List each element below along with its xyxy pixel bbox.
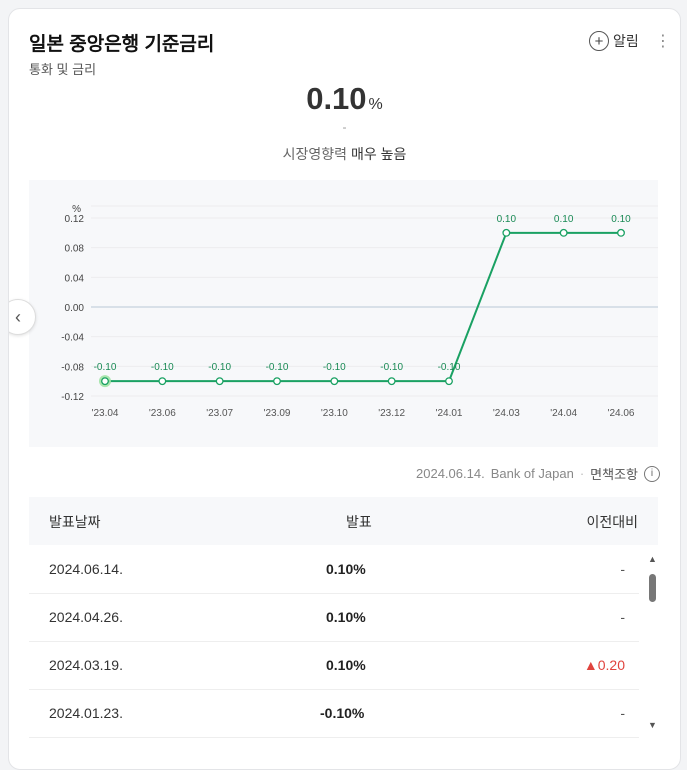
impact-level: 매우 높음	[350, 146, 407, 162]
data-point	[158, 377, 167, 386]
y-axis-label: %	[72, 204, 81, 215]
scroll-thumb[interactable]	[649, 574, 656, 602]
x-tick-label: '23.07	[206, 408, 233, 419]
col-date: 발표날짜	[49, 514, 101, 530]
y-tick-label: -0.08	[61, 362, 84, 373]
table-header: 발표날짜 발표 이전대비	[29, 497, 658, 545]
data-point	[387, 377, 396, 386]
row-value: 0.10%	[326, 561, 366, 577]
col-change: 이전대비	[586, 514, 638, 530]
x-tick-label: '24.03	[493, 408, 520, 419]
data-point	[101, 377, 109, 386]
x-tick-label: '24.06	[608, 408, 635, 419]
row-value: -0.10%	[320, 705, 365, 721]
table-scrollbar[interactable]: ▲ ▼	[647, 554, 659, 734]
y-tick-label: -0.04	[61, 333, 84, 344]
x-tick-label: '24.04	[550, 408, 577, 419]
data-label: 0.10	[611, 214, 631, 225]
data-point	[502, 228, 511, 237]
disclaimer-link[interactable]: 면책조항	[590, 467, 638, 482]
data-label: 0.10	[497, 214, 517, 225]
table-row: 2024.06.14. 0.10% -	[29, 545, 639, 594]
row-change: -	[620, 705, 625, 721]
x-tick-label: '23.06	[149, 408, 176, 419]
current-rate: 0.10	[306, 81, 367, 116]
x-tick-label: '23.04	[92, 408, 119, 419]
row-change: ▲0.20	[583, 657, 625, 673]
market-impact: 시장영향력 매우 높음	[9, 144, 680, 164]
row-date: 2024.04.26.	[49, 609, 123, 625]
data-label: -0.10	[208, 362, 231, 373]
impact-label: 시장영향력	[282, 146, 348, 162]
row-change: -	[620, 561, 625, 577]
data-label: -0.10	[151, 362, 174, 373]
y-tick-label: 0.04	[65, 273, 85, 284]
rate-chart: % 0.12 0.08 0.04 0.00 -0.04 -0.08 -0.12 -0.10 '23…	[29, 180, 658, 447]
alarm-label: 알림	[613, 33, 639, 49]
source-date: 2024.06.14.	[416, 466, 485, 481]
y-tick-label: 0.08	[65, 244, 85, 255]
series-line	[105, 231, 621, 383]
table-row: 2024.03.19. 0.10% ▲0.20	[29, 641, 639, 690]
data-label: -0.10	[266, 362, 289, 373]
row-value: 0.10%	[326, 609, 366, 625]
data-label: -0.10	[438, 362, 461, 373]
data-point	[617, 228, 625, 237]
row-date: 2024.01.23.	[49, 705, 123, 721]
more-options-icon[interactable]: ⋮	[655, 33, 671, 50]
y-tick-label: -0.12	[61, 392, 84, 403]
current-value: 0.10%	[9, 81, 680, 117]
scroll-up-icon[interactable]: ▲	[648, 554, 657, 564]
row-date: 2024.03.19.	[49, 657, 123, 673]
table-row: 2024.01.23. -0.10% -	[29, 689, 639, 738]
y-tick-label: 0.12	[65, 214, 85, 225]
x-tick-label: '24.01	[436, 408, 463, 419]
data-point	[215, 377, 224, 386]
rate-unit: %	[368, 96, 383, 113]
rate-change: -	[342, 120, 347, 134]
x-tick-label: '23.10	[321, 408, 348, 419]
y-tick-label: 0.00	[65, 303, 85, 314]
data-point	[273, 377, 281, 386]
rate-line-chart: %0.12 0.08 0.04 0.00 -0.04 -0.08 -0.12 -0.10 '23…	[61, 204, 658, 419]
col-value: 발표	[346, 514, 372, 530]
data-point	[559, 228, 568, 237]
row-date: 2024.06.14.	[49, 561, 123, 577]
info-icon[interactable]: i	[644, 465, 660, 482]
page-title: 일본 중앙은행 기준금리	[29, 34, 215, 55]
data-label: -0.10	[380, 362, 403, 373]
table-row: 2024.04.26. 0.10% -	[29, 593, 639, 642]
data-point	[330, 377, 339, 386]
scroll-down-icon[interactable]: ▼	[648, 720, 657, 730]
data-point	[445, 377, 453, 386]
rate-card: 일본 중앙은행 기준금리 통화 및 금리 + 알림 ⋮ 0.10% - 시장영향…	[8, 8, 681, 770]
data-label: 0.10	[554, 214, 574, 225]
separator-dot: ·	[579, 466, 585, 481]
x-tick-label: '23.12	[378, 408, 405, 419]
x-tick-label: '23.09	[264, 408, 291, 419]
category-subtitle: 통화 및 금리	[29, 62, 97, 77]
data-label: -0.10	[94, 362, 117, 373]
row-change: -	[620, 609, 625, 625]
alarm-button[interactable]: + 알림	[589, 31, 639, 51]
row-value: 0.10%	[326, 657, 366, 673]
data-label: -0.10	[323, 362, 346, 373]
plus-icon: +	[589, 31, 609, 51]
source-line: 2024.06.14. Bank of Japan · 면책조항 i	[416, 464, 660, 483]
source-provider: Bank of Japan	[490, 466, 574, 481]
